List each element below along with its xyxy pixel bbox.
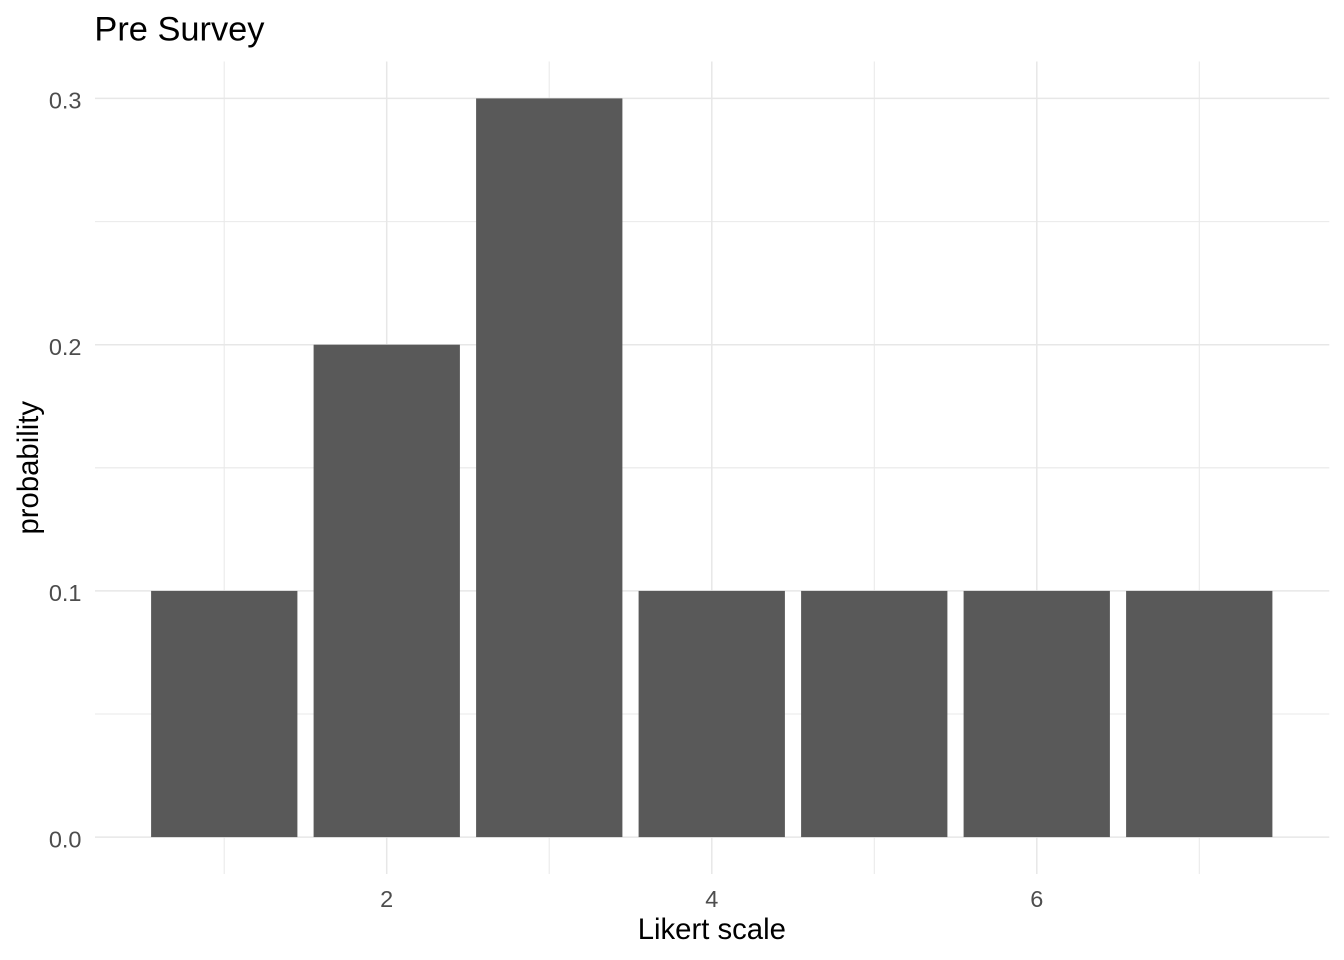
svg-text:6: 6 (1030, 886, 1043, 912)
svg-text:0.2: 0.2 (49, 334, 82, 360)
svg-text:Pre Survey: Pre Survey (94, 11, 265, 49)
svg-text:0.1: 0.1 (49, 580, 82, 606)
svg-text:probability: probability (12, 401, 45, 535)
svg-text:2: 2 (380, 886, 393, 912)
svg-text:4: 4 (705, 886, 718, 912)
svg-text:0.0: 0.0 (49, 826, 82, 852)
svg-text:0.3: 0.3 (49, 88, 82, 114)
svg-text:Likert scale: Likert scale (638, 913, 786, 946)
